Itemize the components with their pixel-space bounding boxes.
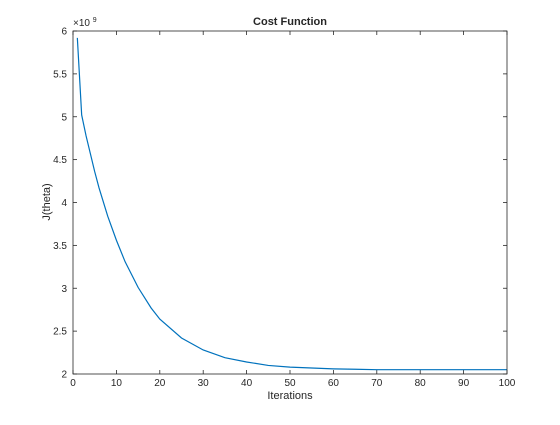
y-tick-label: 5 [61,112,67,123]
y-tick-label: 2 [61,370,67,381]
y-tick-label: 3.5 [53,241,67,252]
x-axis-label: Iterations [267,390,313,402]
y-tick-label: 5.5 [53,69,67,80]
y-scale-exponent: 9 [93,17,97,24]
chart-title: Cost Function [253,16,327,28]
plot-axes-box [72,30,508,375]
y-tick-label: 2.5 [53,327,67,338]
x-tick-label: 50 [284,378,296,389]
x-tick-label: 20 [154,378,166,389]
x-tick-label: 30 [198,378,210,389]
y-tick-label: 4.5 [53,155,67,166]
y-tick-label: 3 [61,284,67,295]
y-axis-ticks: 2 2.5 3 3.5 4 4.5 5 5.5 6 [53,27,507,381]
x-tick-label: 70 [371,378,383,389]
x-tick-label: 0 [70,378,76,389]
plot-area-background [73,31,507,374]
x-tick-label: 40 [241,378,253,389]
x-tick-label: 80 [415,378,427,389]
x-tick-label: 10 [111,378,123,389]
y-tick-label: 6 [61,27,67,38]
x-tick-label: 100 [499,378,516,389]
cost-series-line [76,37,507,371]
y-scale-multiplier: ×10 9 [73,17,97,29]
y-axis-label: J(theta) [41,183,53,220]
x-axis-ticks: 0 10 20 30 40 50 60 70 80 90 100 [70,31,516,389]
x-tick-label: 90 [458,378,470,389]
x-tick-label: 60 [328,378,340,389]
y-scale-base: ×10 [73,18,90,29]
y-tick-label: 4 [61,198,67,209]
